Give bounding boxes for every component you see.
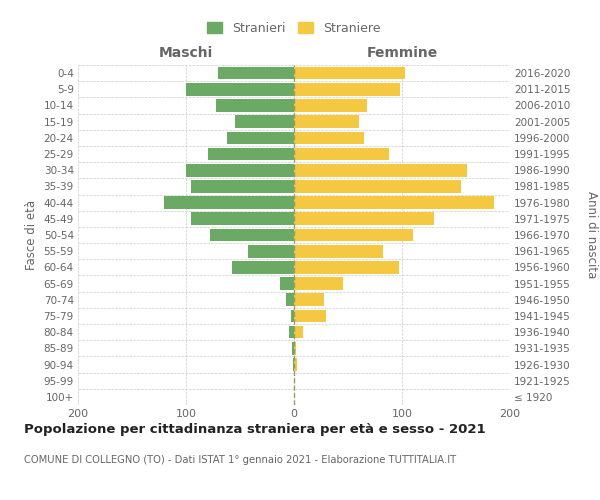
Bar [294,196,494,209]
Bar [294,245,383,258]
Bar [208,148,294,160]
Y-axis label: Anni di nascita: Anni di nascita [585,192,598,278]
Bar [294,228,413,241]
Bar [294,278,343,290]
Bar [292,342,294,354]
Bar [294,261,399,274]
Bar [294,294,324,306]
Text: COMUNE DI COLLEGNO (TO) - Dati ISTAT 1° gennaio 2021 - Elaborazione TUTTITALIA.I: COMUNE DI COLLEGNO (TO) - Dati ISTAT 1° … [24,455,456,465]
Bar [164,196,294,209]
Bar [191,180,294,192]
Bar [294,99,367,112]
Bar [294,342,296,354]
Bar [216,99,294,112]
Bar [294,180,461,192]
Bar [294,132,364,144]
Bar [293,358,294,371]
Bar [218,67,294,80]
Bar [294,67,405,80]
Text: Maschi: Maschi [159,46,213,60]
Bar [191,212,294,225]
Bar [248,245,294,258]
Bar [294,212,434,225]
Text: Popolazione per cittadinanza straniera per età e sesso - 2021: Popolazione per cittadinanza straniera p… [24,422,485,436]
Bar [294,326,302,338]
Text: Femmine: Femmine [367,46,437,60]
Bar [235,116,294,128]
Bar [294,148,389,160]
Legend: Stranieri, Straniere: Stranieri, Straniere [202,17,386,40]
Bar [294,83,400,96]
Bar [291,310,294,322]
Bar [210,228,294,241]
Bar [186,83,294,96]
Bar [227,132,294,144]
Bar [289,326,294,338]
Bar [294,116,359,128]
Bar [294,358,297,371]
Bar [232,261,294,274]
Y-axis label: Fasce di età: Fasce di età [25,200,38,270]
Bar [286,294,294,306]
Bar [294,310,326,322]
Bar [280,278,294,290]
Bar [186,164,294,176]
Bar [294,164,467,176]
